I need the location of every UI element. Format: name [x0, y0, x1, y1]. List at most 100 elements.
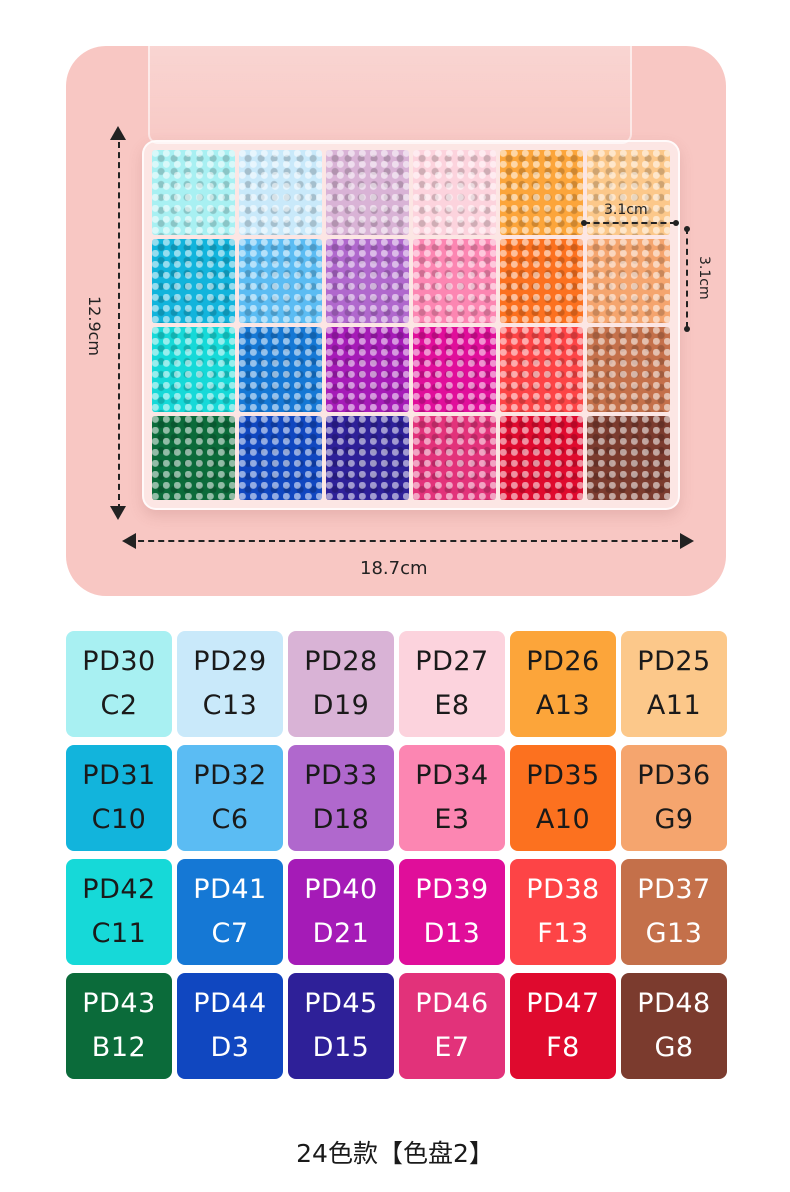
color-swatch: PD40 D21: [288, 859, 394, 965]
bead-compartment: [326, 415, 409, 500]
dot-icon: [581, 220, 587, 226]
product-photo: 12.9cm 18.7cm 3.1cm 3.1cm: [66, 46, 726, 596]
arrow-down-icon: [110, 506, 126, 520]
bead-storage-box: [142, 140, 680, 510]
color-swatch: PD42 C11: [66, 859, 172, 965]
color-swatch: PD45 D15: [288, 973, 394, 1079]
swatch-code: PD45: [304, 988, 378, 1019]
swatch-code: PD39: [415, 874, 489, 905]
width-dimension-line: [128, 540, 688, 542]
bead-compartment: [152, 415, 235, 500]
arrow-up-icon: [110, 126, 126, 140]
swatch-code: PD33: [304, 760, 378, 791]
bead-compartment: [239, 150, 322, 235]
color-swatch: PD36 G9: [621, 745, 727, 851]
color-swatch: PD38 F13: [510, 859, 616, 965]
swatch-code: PD36: [637, 760, 711, 791]
bead-compartment: [413, 150, 496, 235]
bead-compartment: [326, 238, 409, 323]
swatch-subcode: F8: [546, 1032, 580, 1063]
bead-compartment: [326, 327, 409, 412]
swatch-subcode: C13: [202, 690, 258, 721]
bead-compartment: [413, 327, 496, 412]
color-swatch: PD25 A11: [621, 631, 727, 737]
cell-width-label: 3.1cm: [604, 202, 648, 218]
swatch-code: PD28: [304, 646, 378, 677]
swatch-code: PD26: [526, 646, 600, 677]
color-swatch: PD28 D19: [288, 631, 394, 737]
width-label: 18.7cm: [360, 558, 428, 579]
swatch-code: PD38: [526, 874, 600, 905]
color-swatch: PD34 E3: [399, 745, 505, 851]
swatch-subcode: D19: [312, 690, 370, 721]
color-swatch: PD32 C6: [177, 745, 283, 851]
bead-compartment: [500, 150, 583, 235]
color-swatch: PD39 D13: [399, 859, 505, 965]
color-swatch: PD37 G13: [621, 859, 727, 965]
swatch-subcode: D21: [312, 918, 370, 949]
swatch-code: PD42: [82, 874, 156, 905]
color-swatch: PD30 C2: [66, 631, 172, 737]
swatch-subcode: B12: [91, 1032, 147, 1063]
swatch-subcode: C7: [211, 918, 249, 949]
color-swatch: PD46 E7: [399, 973, 505, 1079]
dot-icon: [684, 226, 690, 232]
color-swatch: PD27 E8: [399, 631, 505, 737]
swatch-subcode: E3: [434, 804, 470, 835]
arrow-left-icon: [122, 533, 136, 549]
swatch-subcode: G9: [654, 804, 694, 835]
swatch-code: PD34: [415, 760, 489, 791]
swatch-subcode: C10: [91, 804, 147, 835]
color-swatch: PD48 G8: [621, 973, 727, 1079]
swatch-code: PD35: [526, 760, 600, 791]
swatch-code: PD46: [415, 988, 489, 1019]
swatch-code: PD47: [526, 988, 600, 1019]
swatch-code: PD31: [82, 760, 156, 791]
bead-compartment: [239, 415, 322, 500]
swatch-code: PD40: [304, 874, 378, 905]
swatch-subcode: D3: [210, 1032, 250, 1063]
swatch-subcode: A13: [535, 690, 591, 721]
bead-compartment: [152, 238, 235, 323]
bead-compartment: [239, 327, 322, 412]
color-swatch: PD35 A10: [510, 745, 616, 851]
swatch-subcode: C2: [100, 690, 138, 721]
color-swatch: PD33 D18: [288, 745, 394, 851]
swatch-code: PD41: [193, 874, 267, 905]
swatch-code: PD27: [415, 646, 489, 677]
swatch-subcode: E7: [434, 1032, 470, 1063]
arrow-right-icon: [680, 533, 694, 549]
swatch-code: PD29: [193, 646, 267, 677]
swatch-subcode: D13: [423, 918, 481, 949]
swatch-subcode: A11: [646, 690, 702, 721]
cell-height-label: 3.1cm: [696, 256, 712, 300]
bead-compartment: [413, 415, 496, 500]
swatch-subcode: D15: [312, 1032, 370, 1063]
bead-compartment: [239, 238, 322, 323]
bead-compartment: [587, 238, 670, 323]
swatch-code: PD32: [193, 760, 267, 791]
bead-compartment: [326, 150, 409, 235]
height-dimension-line: [118, 132, 120, 510]
swatch-code: PD48: [637, 988, 711, 1019]
swatch-subcode: F13: [537, 918, 589, 949]
swatch-subcode: G8: [654, 1032, 694, 1063]
bead-compartment-grid: [152, 150, 670, 500]
box-lid: [148, 46, 632, 144]
cell-height-dimension-line: [686, 228, 688, 328]
swatch-subcode: A10: [535, 804, 591, 835]
cell-width-dimension-line: [584, 222, 676, 224]
bead-compartment: [587, 150, 670, 235]
dot-icon: [673, 220, 679, 226]
dot-icon: [684, 326, 690, 332]
bead-compartment: [500, 238, 583, 323]
bead-compartment: [152, 327, 235, 412]
color-swatch: PD44 D3: [177, 973, 283, 1079]
color-swatch-grid: PD30 C2 PD29 C13 PD28 D19 PD27 E8 PD26 A13 PD25 A11…: [66, 631, 727, 1081]
color-swatch: PD47 F8: [510, 973, 616, 1079]
swatch-subcode: C11: [91, 918, 147, 949]
swatch-code: PD30: [82, 646, 156, 677]
bead-compartment: [152, 150, 235, 235]
bead-compartment: [587, 415, 670, 500]
bead-compartment: [500, 327, 583, 412]
